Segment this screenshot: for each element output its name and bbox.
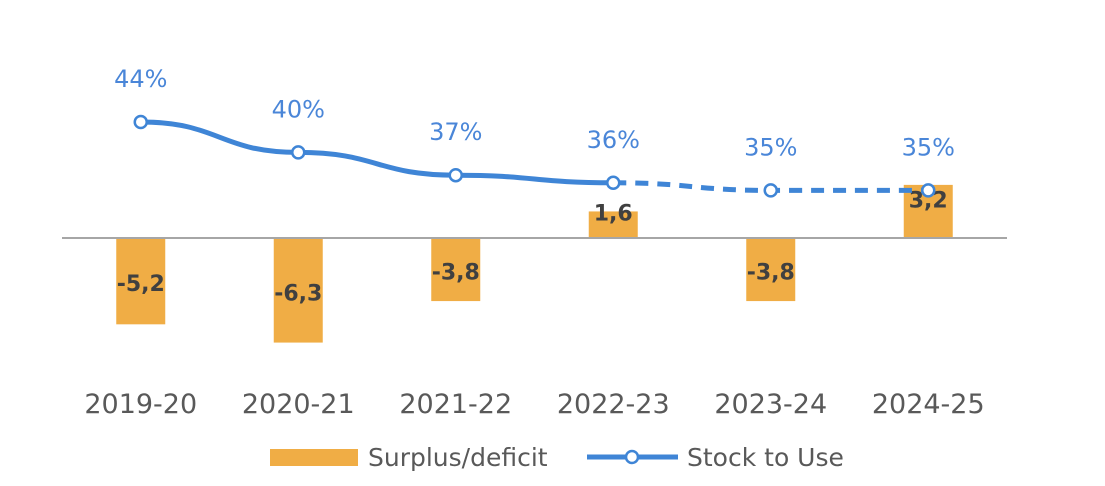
stock-to-use-point-2019-20 <box>133 114 148 130</box>
stock-to-use-point-2023-24 <box>763 183 778 198</box>
legend-line-marker <box>624 449 640 465</box>
category-label: 2023-24 <box>714 389 827 420</box>
category-label: 2022-23 <box>557 389 670 420</box>
bar-2022-23 <box>588 211 638 238</box>
bar-2021-22 <box>431 238 481 302</box>
bar-2020-21 <box>273 238 323 343</box>
bar-2019-20 <box>116 238 166 325</box>
category-label: 2019-20 <box>84 389 197 420</box>
category-labels-group: 2019-20 2020-21 2021-22 2022-23 2023-24 2024-… <box>84 389 984 420</box>
bar-value-label: -5,2 <box>117 272 165 297</box>
stock-to-use-point-2021-22 <box>448 167 463 183</box>
stock-to-use-value-label: 36% <box>587 126 640 154</box>
stock-to-use-labels-group: 44% 40% 37% 36% 35% 35% <box>114 65 955 161</box>
bar-value-label: -6,3 <box>274 281 322 306</box>
stock-to-use-value-label: 37% <box>429 118 482 146</box>
legend: Surplus/deficit Stock to Use <box>270 443 844 472</box>
category-label: 2020-21 <box>242 389 355 420</box>
stock-to-use-value-label: 44% <box>114 65 167 93</box>
legend-bar-label: Surplus/deficit <box>368 443 548 472</box>
bars-group <box>116 184 953 343</box>
bar-labels-group: -5,2 -6,3-3,81,6-3,83,2 <box>117 188 948 306</box>
stock-to-use-line-group <box>133 114 936 198</box>
category-label: 2024-25 <box>872 389 985 420</box>
bar-value-label: -3,8 <box>747 261 795 286</box>
stock-to-use-line-actual <box>138 119 616 186</box>
bar-value-label: -3,8 <box>432 261 480 286</box>
stock-to-use-value-label: 35% <box>744 133 797 161</box>
category-label: 2021-22 <box>399 389 512 420</box>
stock-to-use-point-2022-23 <box>606 175 621 191</box>
bar-value-label: 1,6 <box>594 202 633 227</box>
legend-line-label: Stock to Use <box>687 443 844 472</box>
stock-to-use-point-2024-25 <box>921 183 936 198</box>
stock-to-use-value-label: 35% <box>902 133 955 161</box>
stock-to-use-value-label: 40% <box>272 95 325 123</box>
stock-to-use-point-2020-21 <box>291 145 306 160</box>
legend-bar-swatch <box>270 449 358 466</box>
bar-2023-24 <box>746 238 796 302</box>
